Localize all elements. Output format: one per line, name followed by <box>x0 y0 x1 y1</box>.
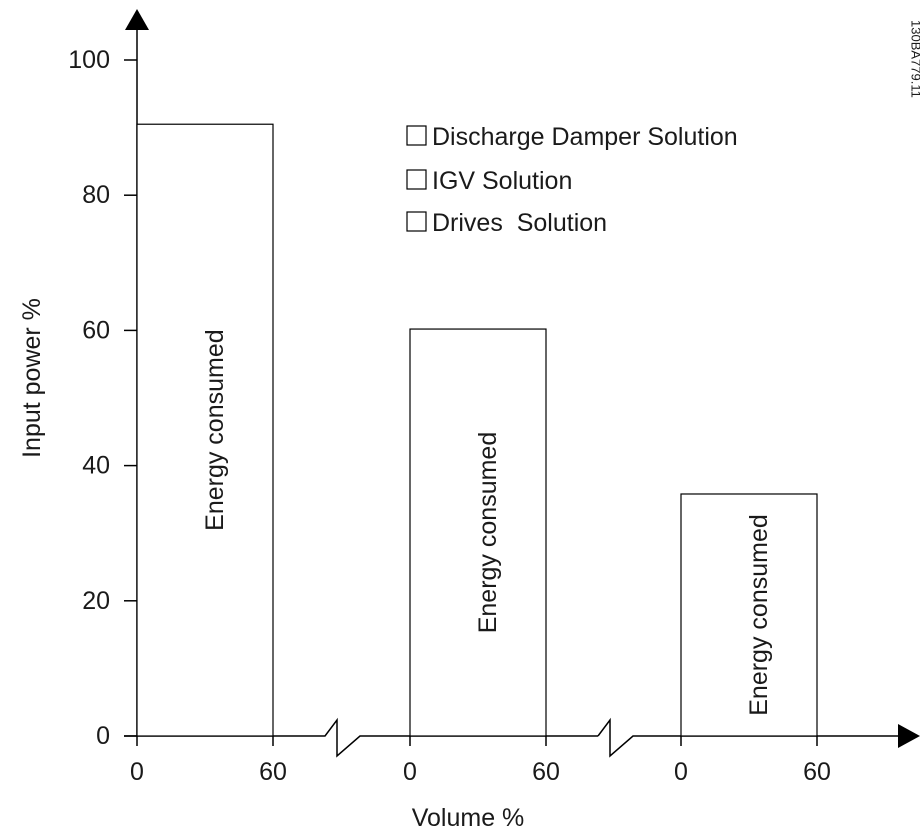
x-axis-arrow <box>898 724 920 748</box>
x-axis-segment-1 <box>124 717 598 758</box>
x-tick-label: 0 <box>403 758 417 786</box>
bar <box>409 328 547 737</box>
y-axis-title: Input power % <box>18 298 46 458</box>
legend-item-igv: IGV Solution <box>432 167 572 195</box>
y-tick-label: 0 <box>96 722 110 750</box>
x-tick-label: 0 <box>130 758 144 786</box>
bar-label: Energy consumed <box>745 514 773 716</box>
bar <box>680 493 818 737</box>
bar-label: Energy consumed <box>474 432 502 634</box>
y-axis-arrow <box>125 9 149 30</box>
x-axis-title: Volume % <box>412 804 525 832</box>
legend: Discharge Damper Solution IGV Solution D… <box>406 123 738 237</box>
legend-swatch <box>406 125 427 146</box>
document-code: 130BA779.11 <box>909 20 920 98</box>
x-tick-label: 60 <box>259 758 287 786</box>
x-tick-label: 60 <box>803 758 831 786</box>
x-tick-label: 60 <box>532 758 560 786</box>
y-tick-label: 40 <box>82 452 110 480</box>
y-ticks: 0 20 40 60 80 100 <box>68 46 137 750</box>
legend-item-discharge-damper: Discharge Damper Solution <box>432 123 738 151</box>
x-ticks: 0 60 0 60 0 60 <box>130 736 831 786</box>
legend-item-drives: Drives Solution <box>432 209 607 237</box>
y-tick-label: 20 <box>82 587 110 615</box>
bar-label: Energy consumed <box>201 329 229 531</box>
y-tick-label: 100 <box>68 46 110 74</box>
legend-swatch <box>406 211 427 232</box>
bars: Energy consumed Energy consumed Energy con… <box>136 123 818 737</box>
legend-swatch <box>406 169 427 190</box>
x-tick-label: 0 <box>674 758 688 786</box>
y-tick-label: 80 <box>82 181 110 209</box>
y-tick-label: 60 <box>82 316 110 344</box>
bar <box>136 123 274 737</box>
